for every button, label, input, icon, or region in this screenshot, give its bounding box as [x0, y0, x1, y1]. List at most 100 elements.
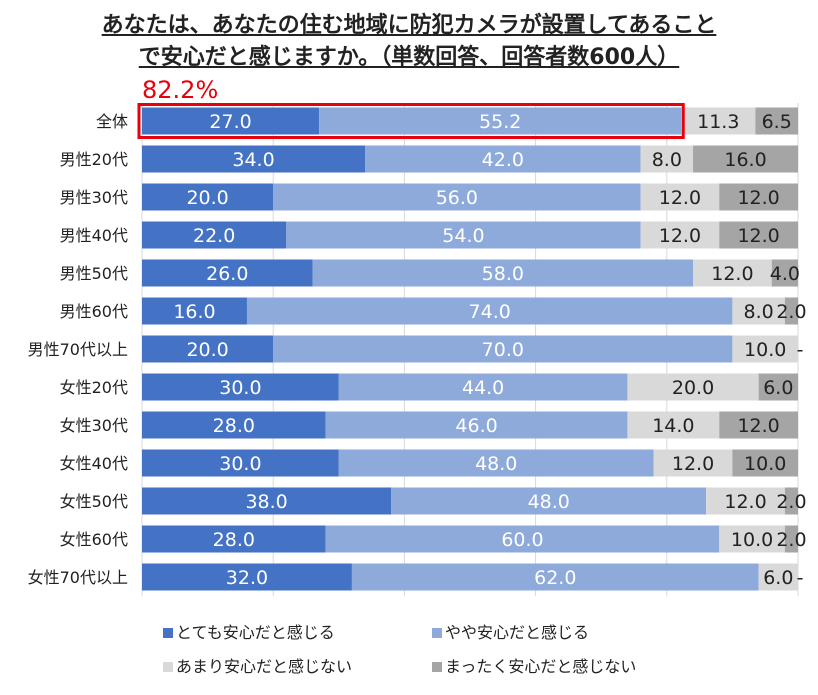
data-label: 20.0 — [672, 377, 714, 399]
bar-segment — [142, 525, 326, 553]
bar-segment — [338, 373, 628, 401]
data-label: 30.0 — [219, 453, 261, 475]
data-label: 48.0 — [528, 491, 570, 513]
chart-title: あなたは、あなたの住む地域に防犯カメラが設置してあること で安心だと感じますか。… — [0, 10, 818, 74]
bar-segment — [365, 145, 641, 173]
data-label: 10.0 — [731, 529, 773, 551]
data-label: 70.0 — [482, 339, 524, 361]
category-label: 男性30代 — [60, 188, 128, 207]
bar-segment — [142, 259, 313, 287]
category-label: 女性50代 — [60, 492, 128, 511]
category-label: 女性70代以上 — [28, 568, 128, 587]
data-label: 6.5 — [762, 111, 792, 133]
bar-segment — [142, 107, 320, 135]
data-label: 54.0 — [442, 225, 484, 247]
bar-segment — [142, 411, 326, 439]
bar-segment — [681, 107, 756, 135]
data-label: 28.0 — [213, 415, 255, 437]
legend-label: やや安心だと感じる — [445, 623, 589, 642]
bar-segment — [142, 487, 392, 515]
legend-swatch — [163, 662, 173, 672]
bar-segment — [312, 259, 694, 287]
data-label: 16.0 — [724, 149, 766, 171]
data-label: - — [797, 339, 804, 361]
data-label: 11.3 — [697, 111, 739, 133]
data-label: 4.0 — [770, 263, 800, 285]
bar-segment — [391, 487, 707, 515]
bar-segment — [325, 525, 720, 553]
data-label: 30.0 — [219, 377, 261, 399]
data-label: 34.0 — [232, 149, 274, 171]
bar-segment — [273, 335, 733, 363]
data-label: 12.0 — [659, 225, 701, 247]
data-label: 46.0 — [455, 415, 497, 437]
data-label: 8.0 — [652, 149, 682, 171]
data-label: 58.0 — [482, 263, 524, 285]
category-label: 男性70代以上 — [28, 340, 128, 359]
bar-segment — [719, 183, 798, 211]
legend-label: まったく安心だと感じない — [445, 657, 636, 676]
data-label: 2.0 — [776, 301, 806, 323]
category-label: 女性30代 — [60, 416, 128, 435]
bar-segment — [719, 525, 785, 553]
bar-segment — [142, 145, 366, 173]
bar-segment — [325, 411, 628, 439]
data-label: 22.0 — [193, 225, 235, 247]
bar-segment — [653, 449, 733, 477]
data-label: 74.0 — [469, 301, 511, 323]
category-label: 男性40代 — [60, 226, 128, 245]
bar-segment — [758, 373, 798, 401]
legend-label: とても安心だと感じる — [176, 623, 335, 642]
bar-segment — [706, 487, 785, 515]
bar-segment — [351, 563, 759, 591]
bar-segment — [627, 411, 720, 439]
bar-segment — [640, 221, 720, 249]
title-line-2: で安心だと感じますか。（単数回答、回答者数600人） — [138, 45, 680, 70]
category-label: 女性40代 — [60, 454, 128, 473]
data-label: 12.0 — [737, 415, 779, 437]
data-label: 42.0 — [482, 149, 524, 171]
category-label: 男性50代 — [60, 264, 128, 283]
bar-segment — [732, 297, 785, 325]
bar-segment — [719, 221, 798, 249]
data-label: 32.0 — [226, 567, 268, 589]
highlight-total: 82.2% — [142, 76, 218, 104]
bar-segment — [319, 107, 682, 135]
data-label: 2.0 — [776, 491, 806, 513]
bar-segment — [142, 221, 287, 249]
data-label: 8.0 — [744, 301, 774, 323]
category-label: 女性60代 — [60, 530, 128, 549]
bar-segment — [246, 297, 733, 325]
data-label: 14.0 — [652, 415, 694, 437]
bar-segment — [640, 145, 694, 173]
data-label: 27.0 — [209, 111, 251, 133]
legend-swatch — [432, 662, 442, 672]
bar-segment — [142, 563, 352, 591]
data-label: 44.0 — [462, 377, 504, 399]
category-label: 女性20代 — [60, 378, 128, 397]
bar-segment — [627, 373, 759, 401]
data-label: 6.0 — [763, 567, 793, 589]
bar-segment — [142, 449, 339, 477]
data-label: 56.0 — [436, 187, 478, 209]
data-label: - — [797, 567, 804, 589]
data-label: 12.0 — [672, 453, 714, 475]
legend-swatch — [163, 628, 173, 638]
bar-segment — [784, 525, 798, 553]
bar-segment — [732, 335, 798, 363]
bar-segment — [784, 487, 798, 515]
data-label: 20.0 — [186, 339, 228, 361]
category-label: 男性20代 — [60, 150, 128, 169]
data-label: 12.0 — [659, 187, 701, 209]
bar-segment — [338, 449, 654, 477]
bar-segment — [719, 411, 798, 439]
bar-segment — [758, 563, 798, 591]
data-label: 12.0 — [724, 491, 766, 513]
data-label: 6.0 — [763, 377, 793, 399]
category-label: 全体 — [96, 112, 128, 131]
bar-segment — [286, 221, 641, 249]
bar-segment — [142, 183, 274, 211]
data-label: 16.0 — [173, 301, 215, 323]
category-label: 男性60代 — [60, 302, 128, 321]
bar-segment — [784, 297, 798, 325]
